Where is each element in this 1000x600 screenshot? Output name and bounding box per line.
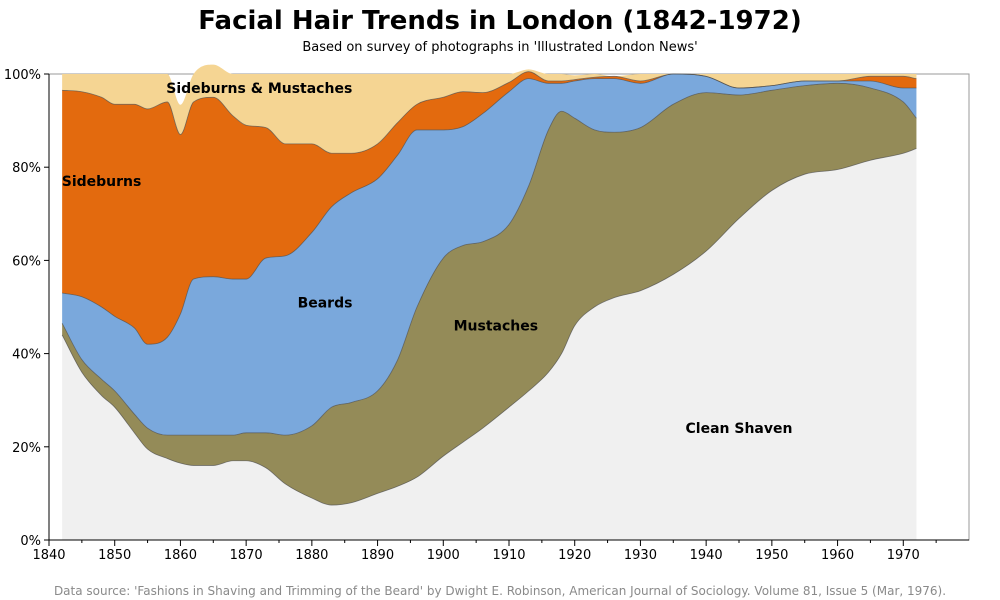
x-tick-label: 1930	[624, 548, 657, 563]
y-tick-label: 40%	[12, 348, 41, 363]
x-tick-label: 1850	[98, 548, 131, 563]
x-tick-label: 1860	[164, 548, 197, 563]
series-label: Sideburns	[62, 174, 142, 190]
x-tick-label: 1890	[361, 548, 394, 563]
x-tick-label: 1880	[295, 548, 328, 563]
chart-title: Facial Hair Trends in London (1842-1972)	[198, 6, 802, 36]
y-axis: 0% 20% 40% 60% 80% 100%	[4, 68, 50, 549]
area-beards	[62, 74, 917, 436]
chart-subtitle: Based on survey of photographs in 'Illus…	[302, 40, 698, 55]
x-tick-label: 1970	[887, 548, 920, 563]
x-tick-label: 1840	[32, 548, 65, 563]
series-label: Sideburns & Mustaches	[166, 81, 352, 97]
y-tick-label: 60%	[12, 254, 41, 269]
y-tick-label: 0%	[20, 534, 41, 549]
x-tick-label: 1900	[427, 548, 460, 563]
area-clean-shaven	[62, 148, 917, 540]
area-sideburns	[62, 71, 917, 345]
area-boundary-line	[61, 148, 917, 506]
x-tick-label: 1910	[492, 548, 525, 563]
x-tick-label: 1940	[690, 548, 723, 563]
area-series-group	[61, 64, 917, 540]
series-label: Mustaches	[454, 319, 538, 335]
y-tick-label: 100%	[4, 68, 41, 83]
area-boundary-line	[62, 71, 917, 154]
annotation-group: Sideburns & Mustaches Sideburns Beards Must…	[62, 81, 793, 437]
y-tick-label: 20%	[12, 441, 41, 456]
series-label: Beards	[298, 295, 353, 311]
area-mustaches	[62, 83, 917, 506]
y-tick-label: 80%	[12, 161, 41, 176]
area-boundary-line	[61, 82, 917, 436]
x-tick-label: 1950	[755, 548, 788, 563]
data-source-note: Data source: 'Fashions in Shaving and Tr…	[53, 584, 947, 598]
x-tick-label: 1870	[230, 548, 263, 563]
x-axis: 1840 1850 1860 1870 1880 1890 1900 1910 1920 1930…	[32, 539, 969, 563]
area-sideburns-mustaches	[62, 64, 917, 154]
x-tick-label: 1920	[558, 548, 591, 563]
x-tick-label: 1960	[821, 548, 854, 563]
series-label: Clean Shaven	[686, 421, 793, 437]
